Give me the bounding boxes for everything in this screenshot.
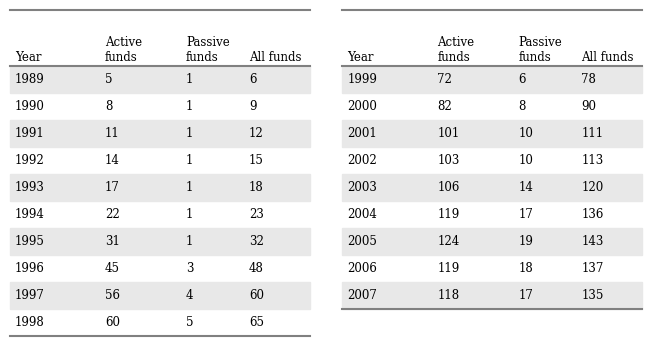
- Text: 135: 135: [582, 289, 604, 302]
- Text: 12: 12: [249, 127, 263, 140]
- Text: 2004: 2004: [348, 208, 378, 221]
- Text: 1994: 1994: [15, 208, 45, 221]
- Text: 1998: 1998: [15, 316, 45, 329]
- Text: 8: 8: [518, 100, 526, 113]
- Text: 119: 119: [437, 262, 460, 275]
- Text: 106: 106: [437, 181, 460, 194]
- Text: 60: 60: [105, 316, 120, 329]
- Text: 10: 10: [518, 127, 533, 140]
- Text: Active
funds: Active funds: [437, 36, 475, 64]
- Text: 17: 17: [518, 289, 533, 302]
- Text: 1993: 1993: [15, 181, 45, 194]
- Text: 82: 82: [437, 100, 452, 113]
- Text: 124: 124: [437, 235, 460, 248]
- Text: 8: 8: [105, 100, 112, 113]
- Text: 1: 1: [186, 208, 194, 221]
- Text: 1991: 1991: [15, 127, 45, 140]
- Text: 1: 1: [186, 100, 194, 113]
- Text: 1: 1: [186, 154, 194, 167]
- Text: 15: 15: [249, 154, 264, 167]
- Text: Active
funds: Active funds: [105, 36, 142, 64]
- Text: 1996: 1996: [15, 262, 45, 275]
- Text: 5: 5: [105, 73, 113, 86]
- Text: 1999: 1999: [348, 73, 378, 86]
- Text: All funds: All funds: [249, 51, 301, 64]
- Text: Year: Year: [348, 51, 374, 64]
- Bar: [10, 282, 310, 309]
- Text: 4: 4: [186, 289, 194, 302]
- Text: 17: 17: [518, 208, 533, 221]
- Text: 103: 103: [437, 154, 460, 167]
- Bar: [10, 66, 310, 93]
- Bar: [342, 66, 642, 93]
- Text: 10: 10: [518, 154, 533, 167]
- Text: 65: 65: [249, 316, 264, 329]
- Text: 111: 111: [582, 127, 604, 140]
- Text: 23: 23: [249, 208, 264, 221]
- Text: 113: 113: [582, 154, 604, 167]
- Bar: [10, 120, 310, 147]
- Text: 14: 14: [518, 181, 533, 194]
- Text: 17: 17: [105, 181, 120, 194]
- Text: 2002: 2002: [348, 154, 378, 167]
- Bar: [10, 228, 310, 255]
- Text: 60: 60: [249, 289, 264, 302]
- Text: 78: 78: [582, 73, 597, 86]
- Text: 119: 119: [437, 208, 460, 221]
- Text: 2007: 2007: [348, 289, 378, 302]
- Bar: [342, 120, 642, 147]
- Text: All funds: All funds: [582, 51, 634, 64]
- Text: 1992: 1992: [15, 154, 45, 167]
- Bar: [342, 282, 642, 309]
- Text: 48: 48: [249, 262, 264, 275]
- Text: 72: 72: [437, 73, 452, 86]
- Text: 136: 136: [582, 208, 604, 221]
- Text: Passive
funds: Passive funds: [518, 36, 562, 64]
- Text: 6: 6: [518, 73, 526, 86]
- Text: 2005: 2005: [348, 235, 378, 248]
- Text: 2006: 2006: [348, 262, 378, 275]
- Text: 2003: 2003: [348, 181, 378, 194]
- Bar: [342, 174, 642, 201]
- Text: Passive
funds: Passive funds: [186, 36, 230, 64]
- Text: 6: 6: [249, 73, 256, 86]
- Text: 45: 45: [105, 262, 120, 275]
- Text: 2001: 2001: [348, 127, 378, 140]
- Text: 5: 5: [186, 316, 194, 329]
- Text: 19: 19: [518, 235, 533, 248]
- Text: 118: 118: [437, 289, 460, 302]
- Text: 1: 1: [186, 181, 194, 194]
- Text: 101: 101: [437, 127, 460, 140]
- Bar: [342, 228, 642, 255]
- Text: Year: Year: [15, 51, 42, 64]
- Text: 56: 56: [105, 289, 120, 302]
- Text: 143: 143: [582, 235, 604, 248]
- Text: 1: 1: [186, 235, 194, 248]
- Text: 137: 137: [582, 262, 604, 275]
- Text: 1995: 1995: [15, 235, 45, 248]
- Text: 22: 22: [105, 208, 120, 221]
- Text: 11: 11: [105, 127, 120, 140]
- Text: 3: 3: [186, 262, 194, 275]
- Text: 1989: 1989: [15, 73, 45, 86]
- Text: 32: 32: [249, 235, 264, 248]
- Text: 1990: 1990: [15, 100, 45, 113]
- Text: 9: 9: [249, 100, 256, 113]
- Text: 1997: 1997: [15, 289, 45, 302]
- Bar: [10, 174, 310, 201]
- Text: 2000: 2000: [348, 100, 378, 113]
- Text: 1: 1: [186, 73, 194, 86]
- Text: 1: 1: [186, 127, 194, 140]
- Text: 18: 18: [249, 181, 263, 194]
- Text: 90: 90: [582, 100, 597, 113]
- Text: 31: 31: [105, 235, 120, 248]
- Text: 18: 18: [518, 262, 533, 275]
- Text: 14: 14: [105, 154, 120, 167]
- Text: 120: 120: [582, 181, 604, 194]
